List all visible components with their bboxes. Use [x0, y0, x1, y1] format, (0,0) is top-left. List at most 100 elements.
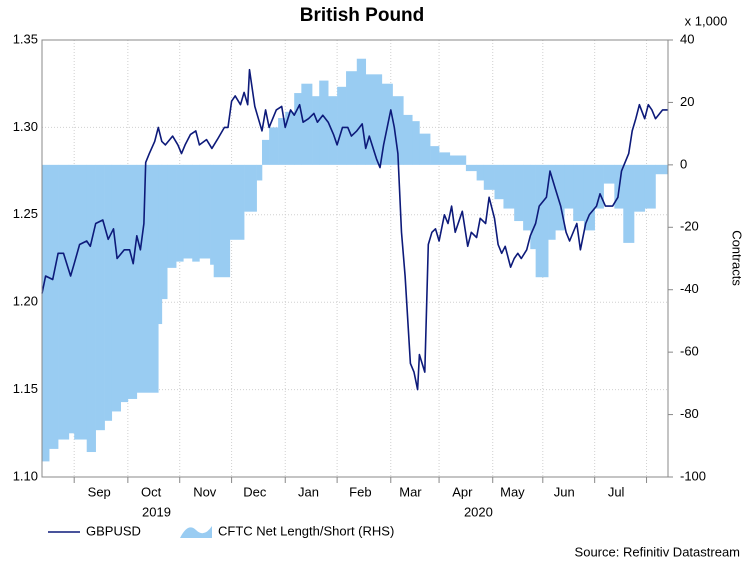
- area-step: [86, 164, 96, 453]
- area-step: [244, 164, 257, 212]
- area-step: [449, 155, 467, 165]
- area-step: [49, 164, 59, 449]
- area-step: [176, 164, 184, 262]
- area-step: [530, 164, 536, 250]
- legend-label: CFTC Net Length/Short (RHS): [218, 523, 394, 538]
- y-tick-label: 1.25: [13, 206, 38, 221]
- x-tick-label: Sep: [88, 484, 111, 499]
- area-step: [535, 164, 549, 278]
- plot-frame: [41, 39, 669, 478]
- line: [41, 68, 668, 391]
- y2-tick-label: -100: [680, 468, 706, 483]
- x-tick-label: Feb: [349, 484, 371, 499]
- legend-label: GBPUSD: [86, 523, 141, 538]
- area-step: [136, 164, 159, 393]
- area-step: [564, 164, 574, 209]
- area-step: [328, 96, 338, 165]
- area-step: [465, 164, 477, 172]
- area-step: [494, 164, 504, 200]
- area-step: [412, 121, 420, 165]
- area-step: [430, 146, 440, 165]
- area-step: [439, 152, 451, 165]
- area-step: [158, 164, 163, 325]
- legend-swatch: [180, 526, 212, 538]
- x-tick-label: Jan: [298, 484, 319, 499]
- y2-tick-label: 40: [680, 31, 694, 46]
- area-step: [256, 164, 263, 181]
- chart-title: British Pound: [300, 5, 425, 26]
- y2-tick-label: -60: [680, 344, 699, 359]
- area-step: [161, 164, 168, 300]
- y2-tick-label: 20: [680, 94, 694, 109]
- y-tick-label: 1.20: [13, 294, 38, 309]
- area-step: [623, 164, 635, 243]
- area-step: [127, 164, 138, 399]
- area-step: [269, 127, 279, 165]
- x-tick-label: Apr: [452, 484, 473, 499]
- area-step: [594, 164, 604, 209]
- area-step: [111, 164, 121, 412]
- area-step: [167, 164, 177, 268]
- x-tick-label: Dec: [243, 484, 267, 499]
- area-step: [74, 164, 88, 440]
- area-step: [356, 58, 367, 165]
- area-step: [301, 83, 313, 165]
- year-label: 2019: [142, 504, 171, 519]
- y-tick-label: 1.15: [13, 381, 38, 396]
- area-step: [392, 96, 404, 165]
- area-step: [229, 164, 245, 240]
- area-step: [603, 164, 615, 184]
- area-step: [192, 164, 200, 262]
- y-tick-label: 1.30: [13, 119, 38, 134]
- area-step: [42, 164, 50, 462]
- area-step: [294, 93, 302, 165]
- area-step: [548, 164, 556, 240]
- area-step: [476, 164, 485, 181]
- area-step: [337, 86, 347, 165]
- area-step: [644, 164, 656, 209]
- area-step: [319, 80, 329, 165]
- source: Source: Refinitiv Datastream: [575, 544, 740, 559]
- area-step: [514, 164, 524, 222]
- area-step: [285, 111, 295, 165]
- x-tick-label: Jul: [608, 484, 625, 499]
- y-tick-label: 1.35: [13, 31, 38, 46]
- area-step: [523, 164, 531, 231]
- y2-tick-label: -40: [680, 281, 699, 296]
- area-step: [634, 164, 646, 212]
- x-tick-label: Nov: [193, 484, 217, 499]
- y2-tick-label: -80: [680, 406, 699, 421]
- x-tick-label: Jun: [554, 484, 575, 499]
- y2-unit: x 1,000: [685, 13, 728, 28]
- y2-tick-label: -20: [680, 219, 699, 234]
- area-step: [346, 71, 358, 165]
- year-label: 2020: [464, 504, 493, 519]
- x-tick-label: May: [500, 484, 525, 499]
- area-step: [95, 164, 105, 431]
- y2-tick-label: 0: [680, 156, 687, 171]
- area-step: [503, 164, 515, 209]
- area-step: [483, 164, 495, 190]
- area-step: [278, 118, 286, 165]
- area-step: [555, 164, 565, 231]
- area-step: [583, 164, 595, 231]
- x-tick-label: Mar: [399, 484, 422, 499]
- area-step: [312, 96, 320, 165]
- area-step: [104, 164, 113, 421]
- area-step: [365, 74, 383, 165]
- area-step: [655, 164, 669, 175]
- area-step: [120, 164, 129, 403]
- area-step: [403, 114, 413, 165]
- area-step: [210, 164, 215, 265]
- area-step: [58, 164, 70, 440]
- x-tick-label: Oct: [141, 484, 162, 499]
- area-step: [419, 133, 431, 165]
- area-step: [68, 164, 75, 434]
- area-step: [573, 164, 585, 222]
- area-step: [261, 139, 270, 165]
- area-step: [199, 164, 211, 259]
- y2-axis-label: Contracts: [730, 230, 745, 286]
- y-tick-label: 1.10: [13, 468, 38, 483]
- area-step: [213, 164, 231, 278]
